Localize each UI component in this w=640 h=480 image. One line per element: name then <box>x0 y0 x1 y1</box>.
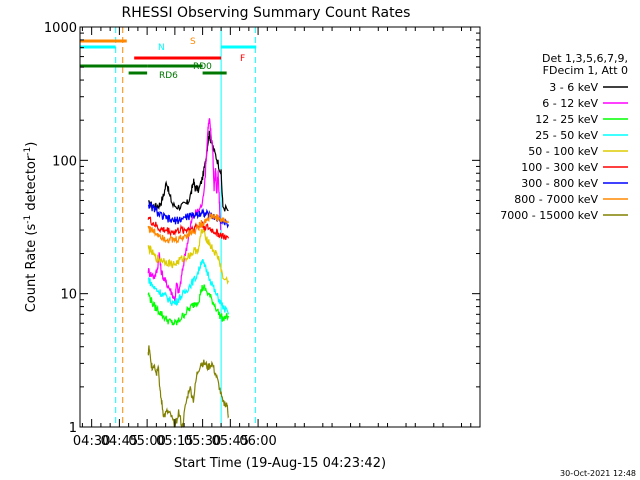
x-axis-label: Start Time (19-Aug-15 04:23:42) <box>174 456 386 471</box>
legend-entry-label-0: 3 - 6 keV <box>549 81 598 94</box>
legend-header-line-0: Det 1,3,5,6,7,9, <box>542 52 628 65</box>
y-axis-label: Count Rate (s-1 detector-1) <box>23 142 39 313</box>
legend-entry-label-4: 50 - 100 keV <box>528 145 598 158</box>
legend-entry-label-5: 100 - 300 keV <box>521 161 598 174</box>
x-tick-label: 05:30 <box>184 434 221 449</box>
series-line-800-7000-kev <box>147 211 230 245</box>
y-axis-label-part: detector <box>24 155 39 215</box>
series-line-25-50-kev <box>147 258 230 315</box>
x-tick-label: 05:45 <box>212 434 249 449</box>
y-tick-label: 10 <box>60 288 77 303</box>
y-axis-label-part: ) <box>24 142 39 147</box>
flag-label-rd0: RD0 <box>193 62 212 72</box>
chart-title: RHESSI Observing Summary Count Rates <box>122 5 411 21</box>
y-tick-label: 1 <box>69 421 77 436</box>
legend-entry-label-1: 6 - 12 keV <box>542 97 598 110</box>
legend-entry-label-8: 7000 - 15000 keV <box>500 209 598 222</box>
flag-label-s: S <box>190 37 196 47</box>
x-tick-label: 04:30 <box>73 434 110 449</box>
flag-label-f: F <box>240 54 245 64</box>
series-line-100-300-kev <box>147 216 230 240</box>
x-tick-label: 05:00 <box>128 434 165 449</box>
x-tick-label: 05:15 <box>156 434 193 449</box>
series-line-3-6-kev <box>148 130 229 212</box>
y-tick-label: 1000 <box>44 21 77 36</box>
flag-label-n: N <box>158 43 165 53</box>
series-line-6-12-kev <box>147 118 222 303</box>
legend-entry-label-3: 25 - 50 keV <box>535 129 598 142</box>
legend-entry-label-7: 800 - 7000 keV <box>514 193 598 206</box>
series-line-50-100-kev <box>147 227 230 285</box>
y-tick-label: 100 <box>52 154 77 169</box>
legend-header-line-1: FDecim 1, Att 0 <box>543 64 628 77</box>
flag-label-rd6: RD6 <box>159 71 178 81</box>
y-axis-label-superscript: -1 <box>23 215 33 224</box>
plot-frame <box>79 26 481 428</box>
y-axis-label-part: Count Rate (s <box>24 224 39 313</box>
footer-date: 30-Oct-2021 12:48 <box>560 469 636 478</box>
legend-entry-label-2: 12 - 25 keV <box>535 113 598 126</box>
series-line-12-25-kev <box>147 284 230 326</box>
legend-entry-label-6: 300 - 800 keV <box>521 177 598 190</box>
y-axis-label-superscript: -1 <box>23 147 33 156</box>
x-tick-label: 06:00 <box>239 434 276 449</box>
x-tick-label: 04:45 <box>101 434 138 449</box>
series-line-7000-15000-kev <box>147 345 230 429</box>
